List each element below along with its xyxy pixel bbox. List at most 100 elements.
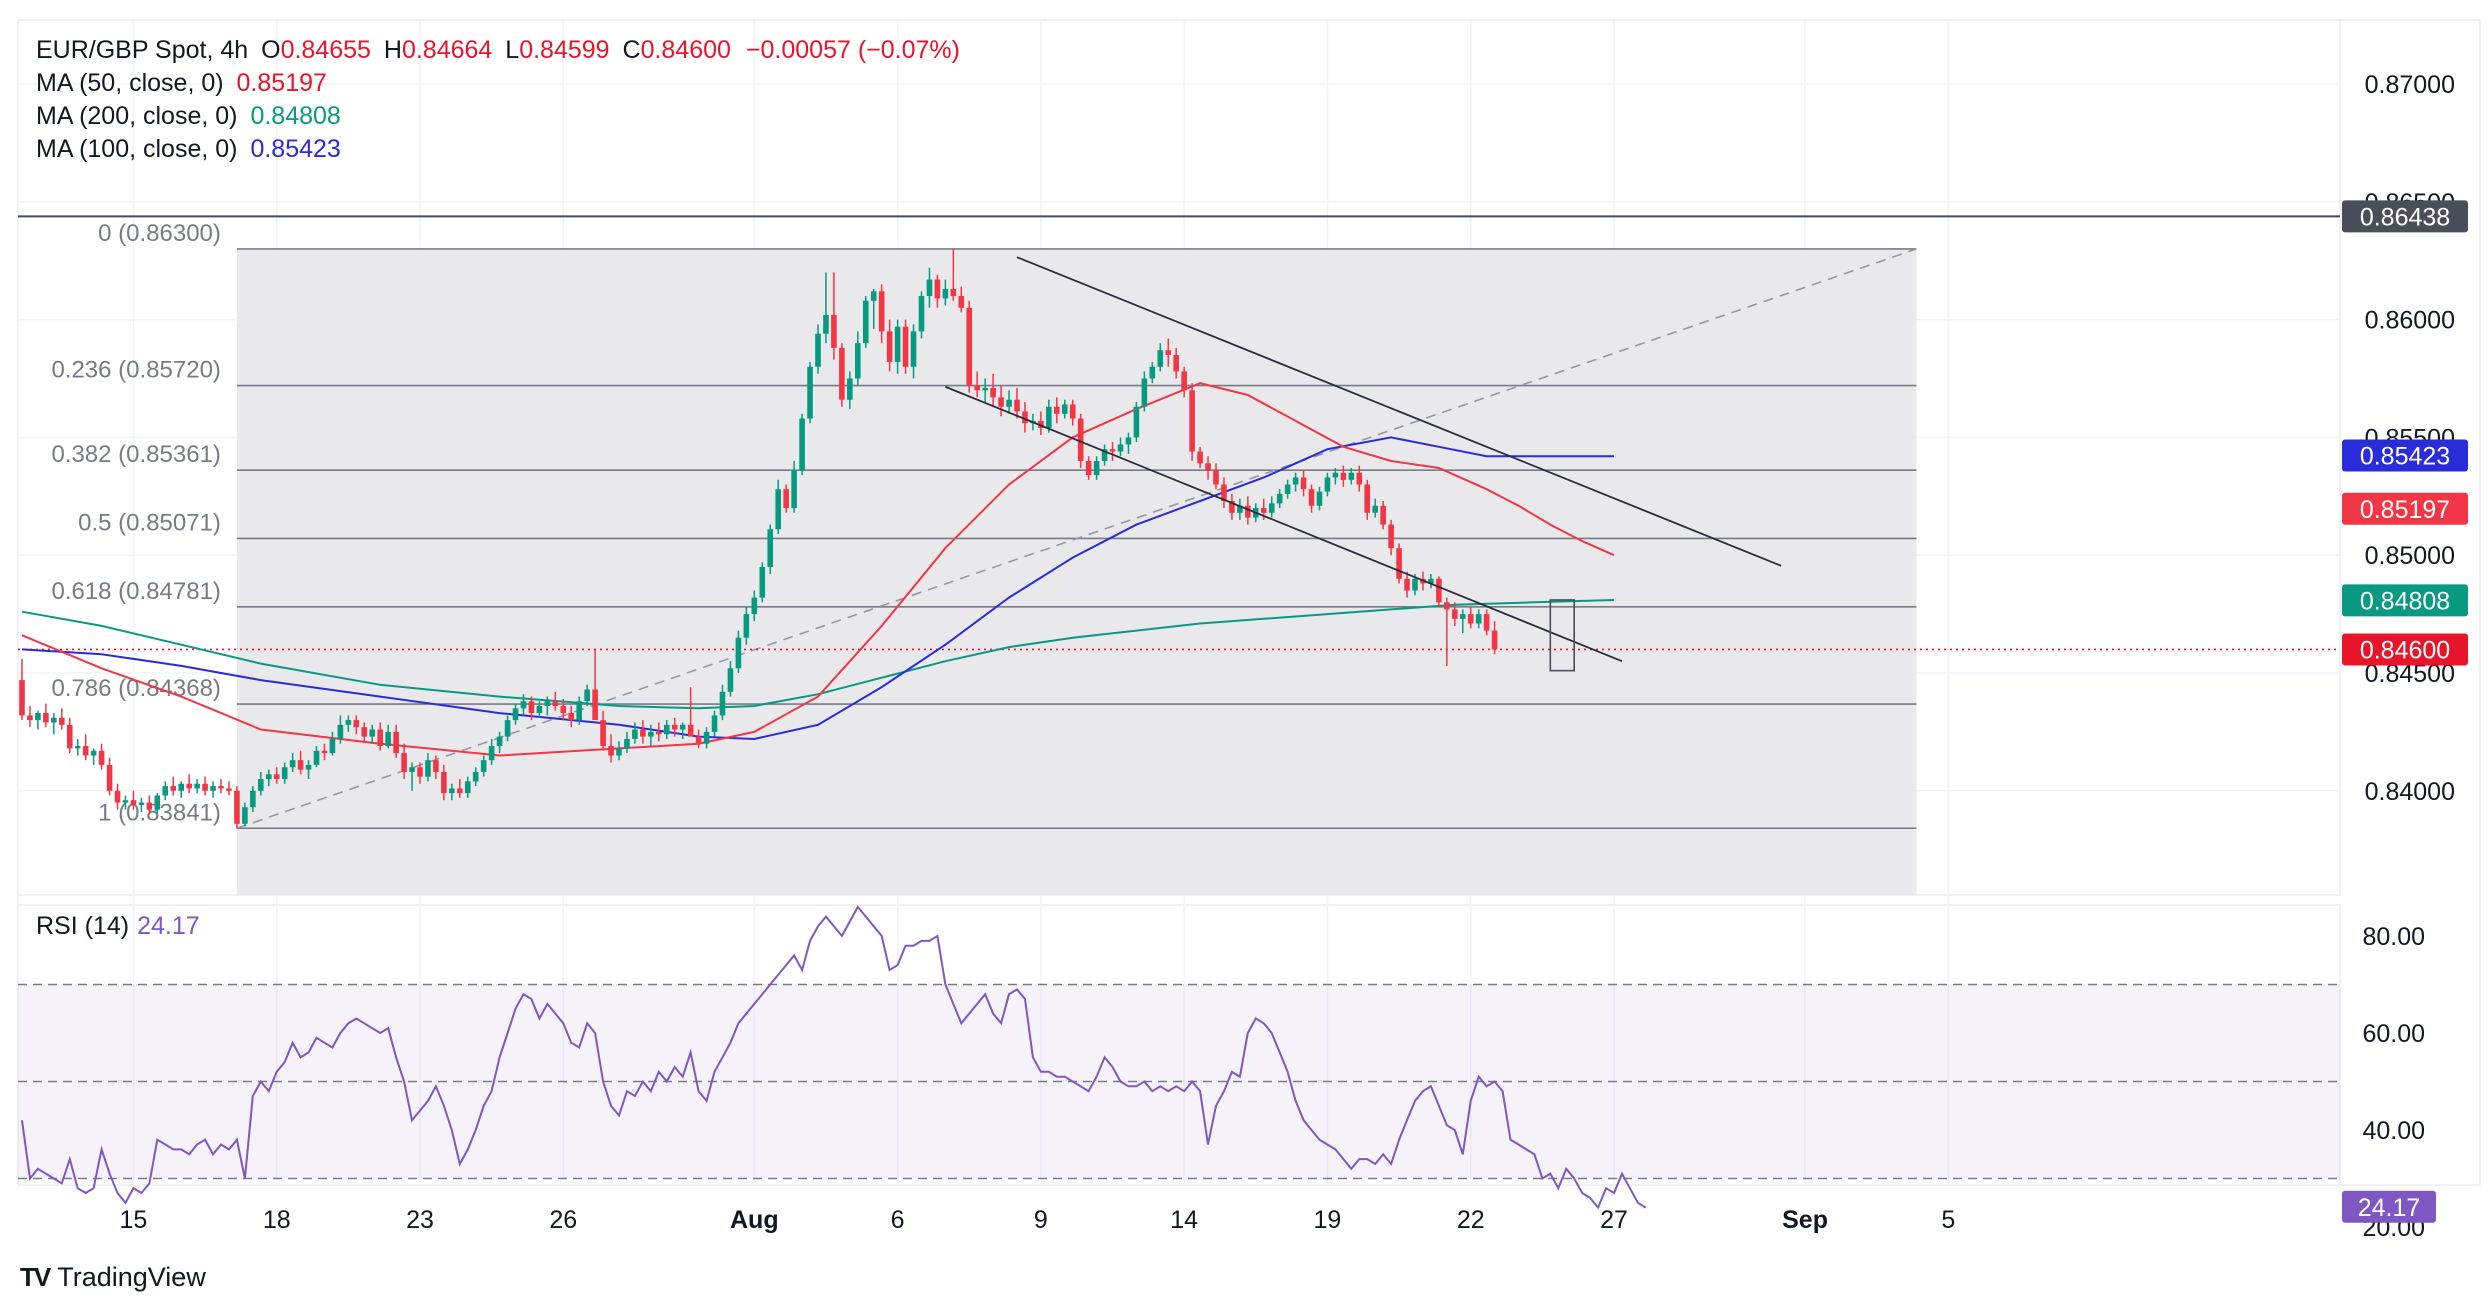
symbol-label[interactable]: EUR/GBP Spot, 4h	[36, 36, 249, 64]
candle-body	[250, 790, 256, 808]
candle-body	[90, 750, 97, 756]
price-badge-label: 0.84600	[2360, 636, 2450, 664]
candle-body	[457, 788, 463, 794]
price-badge	[2342, 439, 2468, 472]
candle-body	[1181, 371, 1187, 391]
candle-body	[1300, 477, 1307, 490]
candle-body	[273, 774, 280, 780]
fibonacci-region	[236, 248, 1917, 896]
candle-body	[918, 296, 925, 332]
fib-level-label: 0.786 (0.84368)	[51, 675, 220, 702]
candle-body	[353, 720, 360, 728]
candle-body	[870, 291, 877, 301]
candle-body	[823, 314, 829, 334]
candle-body	[663, 724, 670, 735]
candle-body	[1467, 614, 1474, 624]
candle-body	[51, 717, 57, 723]
time-tick-label: Aug	[730, 1206, 779, 1234]
low-value: 0.84599	[519, 36, 610, 64]
candle-body	[942, 288, 949, 299]
channel-trendline	[945, 385, 1623, 663]
candle-body	[1197, 451, 1203, 464]
brand-name: TradingView	[57, 1262, 206, 1292]
candle-body	[1125, 437, 1132, 445]
candle-body	[695, 736, 702, 744]
candle-body	[194, 783, 200, 789]
time-tick-label: 5	[1941, 1206, 1955, 1234]
candle-body	[878, 291, 885, 332]
candle-body	[385, 731, 391, 747]
candle-body	[807, 366, 813, 419]
ma100-legend[interactable]: MA (100, close, 0) 0.85423	[36, 133, 960, 166]
candle-body	[990, 387, 996, 398]
candle-body	[1396, 548, 1402, 579]
price-badge-label: 0.86438	[2360, 203, 2450, 231]
channel-trendline	[1016, 256, 1782, 567]
price-badge	[2342, 492, 2468, 525]
candle-body	[27, 715, 33, 721]
candle-body	[210, 786, 216, 791]
ma200-legend[interactable]: MA (200, close, 0) 0.84808	[36, 100, 960, 133]
candle-body	[711, 715, 718, 732]
candle-body	[433, 760, 439, 772]
candle-body	[401, 753, 407, 772]
time-tick-label: 9	[1034, 1206, 1048, 1234]
close-key: C	[622, 36, 641, 64]
candle-body	[1006, 399, 1012, 407]
candle-body	[1077, 418, 1084, 461]
candle-body	[528, 701, 535, 714]
candle-body	[1085, 460, 1092, 476]
candle-body	[520, 701, 527, 709]
candle-body	[441, 771, 447, 794]
candle-body	[393, 731, 399, 754]
candle-body	[767, 529, 774, 567]
high-value: 0.84664	[401, 36, 493, 64]
candle-body	[727, 668, 734, 692]
ma50-legend[interactable]: MA (50, close, 0) 0.85197	[36, 67, 960, 100]
candle-body	[1356, 472, 1363, 485]
candle-body	[640, 729, 646, 737]
highlight-box	[1549, 599, 1575, 672]
chart-outer-border	[17, 19, 2481, 1186]
candle-body	[122, 800, 129, 803]
candle-body	[234, 790, 240, 824]
candle-body	[719, 691, 726, 716]
candle-body	[345, 720, 352, 725]
rsi-legend[interactable]: RSI (14) 24.17	[36, 912, 200, 941]
candle-body	[831, 314, 837, 348]
ma50-line	[21, 382, 1615, 757]
candle-body	[1109, 449, 1116, 452]
candle-body	[1101, 449, 1108, 461]
rsi-badge	[2342, 1190, 2436, 1223]
candle-body	[592, 689, 598, 721]
candle-body	[1205, 463, 1211, 471]
candle-body	[281, 767, 288, 780]
time-tick-label: 14	[1170, 1206, 1198, 1234]
rsi-label: RSI (14)	[36, 912, 130, 940]
candle-body	[894, 326, 901, 363]
candle-body	[1157, 350, 1164, 367]
candle-body	[950, 288, 957, 297]
candle-body	[305, 764, 312, 770]
tradingview-brand[interactable]: TV TradingView	[20, 1262, 206, 1293]
candle-body	[998, 397, 1004, 407]
ma100-line	[21, 436, 1614, 741]
candle-body	[417, 767, 423, 777]
candle-body	[106, 764, 113, 791]
fib-level-label: 0.5 (0.85071)	[78, 509, 221, 536]
candle-body	[791, 470, 797, 509]
candle-body	[656, 731, 662, 735]
candle-body	[1459, 614, 1466, 619]
candle-body	[1348, 472, 1355, 480]
candle-body	[1444, 602, 1450, 610]
ma100-label: MA (100, close, 0)	[36, 135, 238, 163]
rsi-value: 24.17	[137, 912, 200, 940]
candle-body	[329, 738, 336, 754]
candle-body	[703, 731, 710, 744]
rsi-line	[21, 905, 1647, 1210]
candle-body	[1483, 614, 1490, 631]
price-tick-label: 0.87000	[2365, 71, 2455, 99]
candle-body	[544, 701, 551, 706]
candle-body	[297, 760, 304, 770]
